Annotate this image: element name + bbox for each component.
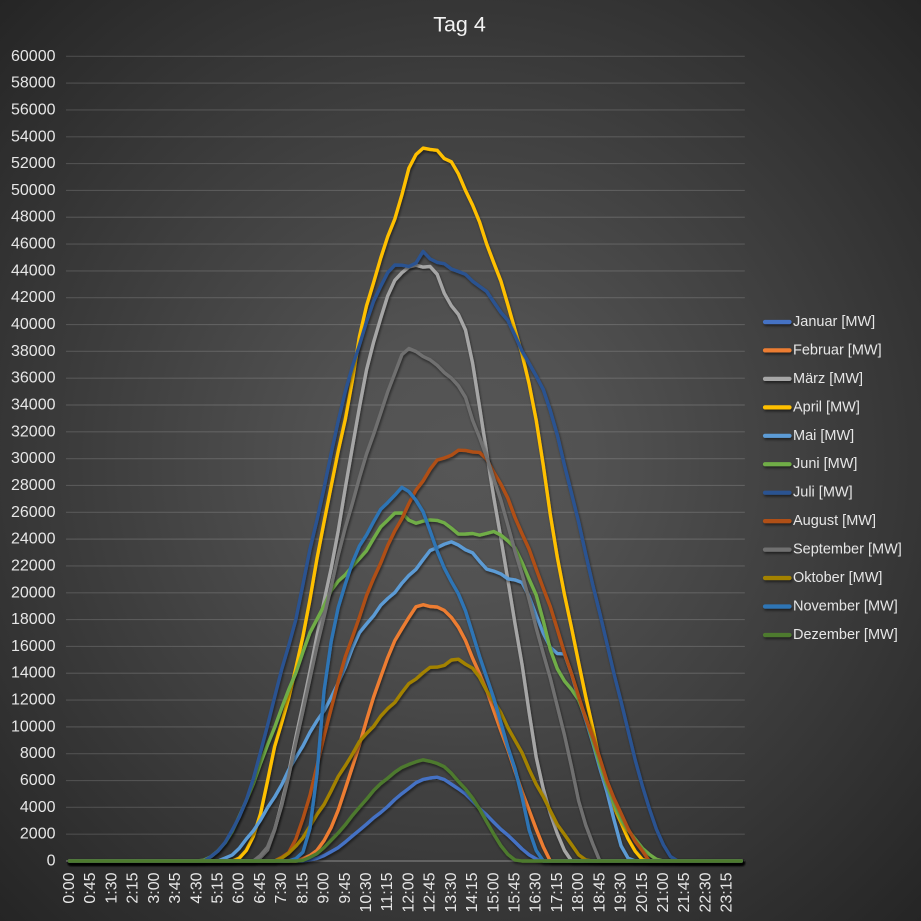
- svg-text:13:30: 13:30: [443, 872, 460, 912]
- svg-text:November [MW]: November [MW]: [793, 599, 898, 615]
- svg-text:11:15: 11:15: [379, 872, 396, 911]
- svg-text:September [MW]: September [MW]: [793, 542, 902, 558]
- svg-text:20:15: 20:15: [634, 872, 651, 912]
- svg-text:4000: 4000: [20, 799, 56, 816]
- svg-text:20000: 20000: [11, 584, 56, 601]
- svg-text:22:30: 22:30: [697, 872, 714, 912]
- svg-text:40000: 40000: [11, 316, 56, 333]
- svg-text:22000: 22000: [11, 557, 56, 574]
- svg-text:17:15: 17:15: [549, 872, 566, 912]
- svg-text:8:15: 8:15: [294, 872, 311, 903]
- svg-text:8000: 8000: [20, 745, 56, 762]
- svg-text:50000: 50000: [11, 182, 56, 199]
- svg-text:4:30: 4:30: [188, 872, 205, 903]
- svg-text:August [MW]: August [MW]: [793, 513, 876, 529]
- svg-text:14000: 14000: [11, 665, 56, 682]
- svg-text:9:00: 9:00: [316, 872, 333, 903]
- svg-text:3:00: 3:00: [146, 872, 163, 903]
- svg-text:26000: 26000: [11, 504, 56, 521]
- svg-text:21:45: 21:45: [676, 872, 693, 912]
- svg-text:6000: 6000: [20, 772, 56, 789]
- svg-text:16:30: 16:30: [528, 872, 545, 912]
- svg-text:0: 0: [47, 853, 56, 870]
- svg-text:3:45: 3:45: [167, 872, 184, 903]
- svg-text:März [MW]: März [MW]: [793, 371, 863, 387]
- svg-text:38000: 38000: [11, 343, 56, 360]
- svg-text:Juli [MW]: Juli [MW]: [793, 485, 853, 501]
- svg-text:54000: 54000: [11, 128, 56, 145]
- svg-text:7:30: 7:30: [273, 872, 290, 903]
- svg-text:1:30: 1:30: [104, 872, 121, 903]
- svg-text:15:00: 15:00: [485, 872, 502, 912]
- svg-text:2000: 2000: [20, 826, 56, 843]
- svg-text:34000: 34000: [11, 397, 56, 414]
- svg-text:6:45: 6:45: [252, 872, 269, 903]
- svg-text:Juni [MW]: Juni [MW]: [793, 456, 857, 472]
- svg-text:24000: 24000: [11, 531, 56, 548]
- svg-text:21:00: 21:00: [655, 872, 672, 912]
- svg-text:5:15: 5:15: [210, 872, 227, 903]
- svg-text:Tag 4: Tag 4: [433, 13, 486, 37]
- svg-text:48000: 48000: [11, 209, 56, 226]
- svg-text:44000: 44000: [11, 262, 56, 279]
- svg-text:36000: 36000: [11, 370, 56, 387]
- svg-text:52000: 52000: [11, 155, 56, 172]
- svg-text:10:30: 10:30: [358, 872, 375, 912]
- svg-text:Februar [MW]: Februar [MW]: [793, 342, 882, 358]
- svg-text:10000: 10000: [11, 718, 56, 735]
- svg-text:18:45: 18:45: [591, 872, 608, 912]
- svg-text:18000: 18000: [11, 611, 56, 628]
- svg-text:23:15: 23:15: [719, 872, 736, 912]
- svg-text:30000: 30000: [11, 450, 56, 467]
- svg-text:12000: 12000: [11, 692, 56, 709]
- svg-text:19:30: 19:30: [613, 872, 630, 912]
- svg-text:32000: 32000: [11, 423, 56, 440]
- svg-text:2:15: 2:15: [125, 872, 142, 903]
- svg-text:0:45: 0:45: [82, 872, 99, 903]
- svg-text:28000: 28000: [11, 477, 56, 494]
- svg-text:Dezember [MW]: Dezember [MW]: [793, 627, 898, 643]
- svg-text:0:00: 0:00: [61, 872, 78, 903]
- svg-text:Oktober [MW]: Oktober [MW]: [793, 570, 882, 586]
- svg-text:18:00: 18:00: [570, 872, 587, 912]
- svg-text:12:45: 12:45: [422, 872, 439, 912]
- svg-text:56000: 56000: [11, 101, 56, 118]
- svg-text:42000: 42000: [11, 289, 56, 306]
- svg-text:15:45: 15:45: [507, 872, 524, 912]
- svg-text:12:00: 12:00: [400, 872, 417, 912]
- svg-text:9:45: 9:45: [337, 872, 354, 903]
- svg-text:Mai [MW]: Mai [MW]: [793, 428, 854, 444]
- svg-text:14:15: 14:15: [464, 872, 481, 912]
- svg-text:6:00: 6:00: [231, 872, 248, 903]
- svg-text:46000: 46000: [11, 236, 56, 253]
- svg-text:60000: 60000: [11, 48, 56, 65]
- svg-text:Januar [MW]: Januar [MW]: [793, 314, 875, 330]
- svg-text:58000: 58000: [11, 75, 56, 92]
- svg-text:April [MW]: April [MW]: [793, 399, 860, 415]
- svg-text:16000: 16000: [11, 638, 56, 655]
